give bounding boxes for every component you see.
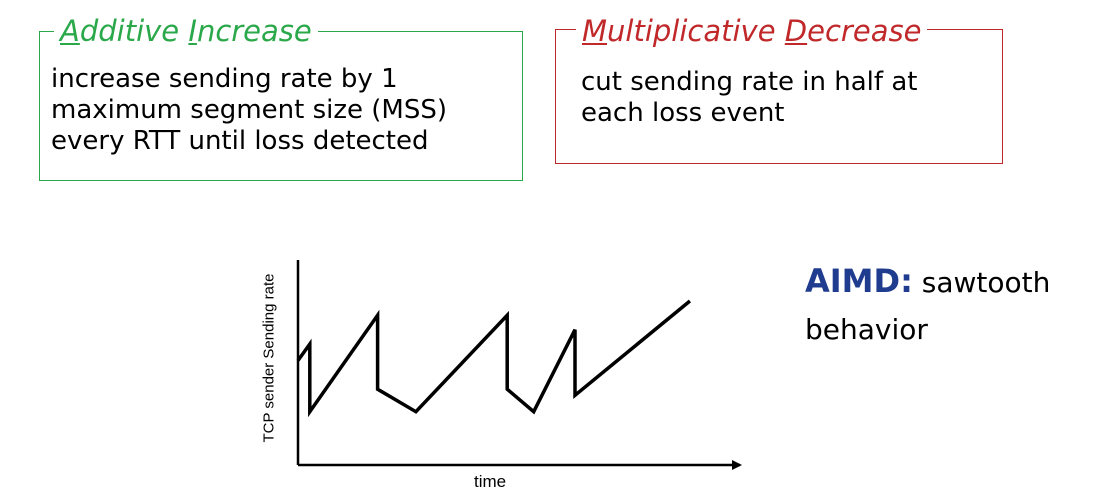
- additive-body-line: maximum segment size (MSS): [51, 95, 447, 125]
- multiplicative-decrease-body: cut sending rate in half at each loss ev…: [581, 67, 917, 129]
- multiplicative-body-line: cut sending rate in half at: [581, 67, 918, 97]
- aimd-caption-text: sawtooth: [912, 266, 1051, 299]
- sawtooth-line: [296, 299, 692, 418]
- additive-increase-box: Additive Increase increase sending rate …: [39, 14, 523, 181]
- multiplicative-decrease-box: Multiplicative Decrease cut sending rate…: [555, 14, 1003, 164]
- sawtooth-series: [296, 299, 692, 418]
- aimd-caption-behavior: behavior: [805, 313, 928, 346]
- sawtooth-chart: [296, 260, 742, 470]
- additive-body-line: increase sending rate by 1: [51, 64, 398, 94]
- aimd-caption: AIMD: sawtooth: [805, 262, 1050, 300]
- y-axis-label: TCP sender Sending rate: [260, 273, 278, 443]
- aimd-label: AIMD:: [805, 262, 913, 300]
- additive-increase-title: Additive Increase: [54, 14, 318, 48]
- multiplicative-decrease-title: Multiplicative Decrease: [576, 14, 928, 48]
- multiplicative-body-line: each loss event: [581, 98, 785, 128]
- additive-body-line: every RTT until loss detected: [51, 126, 429, 156]
- y-axis-label-wrap: TCP sender Sending rate: [246, 252, 292, 464]
- additive-increase-body: increase sending rate by 1 maximum segme…: [51, 64, 447, 157]
- x-axis-label: time: [474, 472, 507, 491]
